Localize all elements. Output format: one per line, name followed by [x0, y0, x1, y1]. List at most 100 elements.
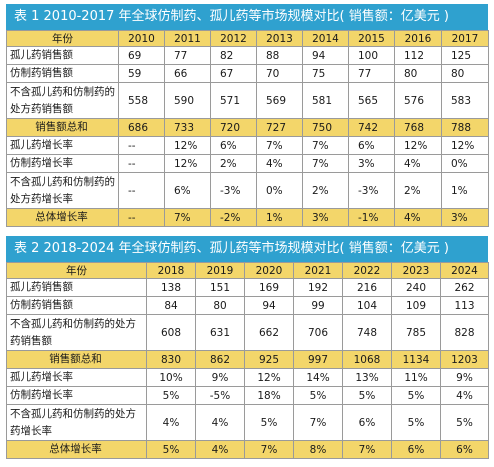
table1-row: 销售额总和 686 733 720 727 750 742 768 788 — [6, 118, 489, 137]
table2-cell: 14% — [293, 368, 343, 387]
table2-cell: 4% — [195, 440, 245, 459]
table2-row: 仿制药增长率 5% -5% 18% 5% 5% 5% 4% — [6, 386, 489, 405]
table1-cell: 727 — [256, 118, 303, 137]
table2-cell: 7% — [342, 440, 392, 459]
table1-row-label: 仿制药增长率 — [6, 154, 119, 173]
table2-cell: 4% — [146, 404, 196, 441]
table1-cell: 1% — [441, 172, 489, 209]
table1-cell: 12% — [394, 136, 442, 155]
table1-cell: 576 — [394, 82, 442, 119]
table2-cell: 5% — [342, 386, 392, 405]
table1-cell: 82 — [210, 46, 257, 65]
table1-row-label: 不含孤儿药和仿制药的处方药增长率 — [6, 172, 119, 209]
table1-cell: 742 — [348, 118, 395, 137]
table2-row: 总体增长率 5% 4% 7% 8% 7% 6% 6% — [6, 440, 489, 459]
table2-cell: 8% — [293, 440, 343, 459]
table1-row-label: 总体增长率 — [6, 208, 119, 227]
table1-cell: 70 — [256, 64, 303, 83]
table1-row: 孤儿药销售额 69 77 82 88 94 100 112 125 — [6, 46, 489, 65]
table1-cell: 569 — [256, 82, 303, 119]
table1-year-header: 2013 — [256, 30, 303, 47]
table2-cell: 9% — [195, 368, 245, 387]
table2-year-header: 2020 — [244, 262, 294, 279]
table2-row: 销售额总和 830 862 925 997 1068 1134 1203 — [6, 350, 489, 369]
table1-cell: 565 — [348, 82, 395, 119]
table2-cell: 104 — [342, 296, 392, 315]
table2-cell: 138 — [146, 278, 196, 297]
table1-cell: 7% — [302, 154, 349, 173]
table2-cell: 5% — [146, 386, 196, 405]
table1-cell: -1% — [348, 208, 395, 227]
table1-cell: 3% — [441, 208, 489, 227]
table2-year-header: 2021 — [293, 262, 343, 279]
table1-cell: 4% — [394, 154, 442, 173]
table2-cell: 109 — [391, 296, 441, 315]
table2-cell: 94 — [244, 296, 294, 315]
table1-year-header: 2014 — [302, 30, 349, 47]
table2-cell: 11% — [391, 368, 441, 387]
table1-row: 仿制药增长率 -- 12% 2% 4% 7% 3% 4% 0% — [6, 154, 489, 173]
table1-cell: 571 — [210, 82, 257, 119]
table1-cell: 3% — [348, 154, 395, 173]
table2-cell: 862 — [195, 350, 245, 369]
table2-cell: 5% — [293, 386, 343, 405]
table2-row: 仿制药销售额 84 80 94 99 104 109 113 — [6, 296, 489, 315]
table2-cell: 99 — [293, 296, 343, 315]
table2-cell: 5% — [440, 404, 489, 441]
table2-cell: 785 — [391, 314, 441, 351]
table1: 年份 2010 2011 2012 2013 2014 2015 2016 2017 孤儿药销售额… — [6, 30, 489, 227]
table2-cell: 608 — [146, 314, 196, 351]
table1-cell: 59 — [118, 64, 165, 83]
table2-row-label: 不含孤儿药和仿制药的处方药增长率 — [6, 404, 147, 441]
table1-block: 表 1 2010-2017 年全球仿制药、孤儿药等市场规模对比( 销售额：亿美元… — [6, 4, 489, 227]
table1-year-header: 2017 — [441, 30, 489, 47]
table1-cell: 686 — [118, 118, 165, 137]
table2-block: 表 2 2018-2024 年全球仿制药、孤儿药等市场规模对比( 销售额：亿美元… — [6, 236, 489, 459]
table2-cell: 151 — [195, 278, 245, 297]
table1-cell: 6% — [348, 136, 395, 155]
table1-cell: -- — [118, 136, 165, 155]
table1-cell: 6% — [164, 172, 211, 209]
table2-year-header: 2018 — [146, 262, 196, 279]
table2-cell: 1203 — [440, 350, 489, 369]
table2-cell: 1068 — [342, 350, 392, 369]
table2-row-label: 孤儿药增长率 — [6, 368, 147, 387]
table2-cell: 13% — [342, 368, 392, 387]
table1-row-label: 不含孤儿药和仿制药的处方药销售额 — [6, 82, 119, 119]
table2-cell: 5% — [391, 386, 441, 405]
table1-cell: 590 — [164, 82, 211, 119]
table1-row-label: 销售额总和 — [6, 118, 119, 137]
table1-cell: 100 — [348, 46, 395, 65]
table1-cell: 125 — [441, 46, 489, 65]
table1-row-label: 孤儿药增长率 — [6, 136, 119, 155]
table2-cell: 7% — [293, 404, 343, 441]
table2-cell: 5% — [391, 404, 441, 441]
table1-cell: 0% — [256, 172, 303, 209]
table1-cell: 75 — [302, 64, 349, 83]
table2-year-header: 2022 — [342, 262, 392, 279]
table1-cell: 4% — [256, 154, 303, 173]
table1-cell: 581 — [302, 82, 349, 119]
table2-cell: 9% — [440, 368, 489, 387]
table1-cell: 2% — [210, 154, 257, 173]
table2-cell: 830 — [146, 350, 196, 369]
table1-title: 表 1 2010-2017 年全球仿制药、孤儿药等市场规模对比( 销售额：亿美元… — [6, 4, 488, 30]
table2-row: 不含孤儿药和仿制药的处方药销售额 608 631 662 706 748 785 828 — [6, 314, 489, 351]
table1-cell: -- — [118, 172, 165, 209]
table2-cell: 262 — [440, 278, 489, 297]
table1-cell: 733 — [164, 118, 211, 137]
table2-cell: 6% — [391, 440, 441, 459]
table1-cell: 12% — [164, 154, 211, 173]
table2-row: 孤儿药销售额 138 151 169 192 216 240 262 — [6, 278, 489, 297]
table1-year-header: 2016 — [394, 30, 442, 47]
table1-cell: -2% — [210, 208, 257, 227]
table2-year-header: 2019 — [195, 262, 245, 279]
table1-cell: 66 — [164, 64, 211, 83]
table2-cell: 5% — [244, 404, 294, 441]
table1-cell: 788 — [441, 118, 489, 137]
table2-header-label: 年份 — [6, 262, 147, 279]
table1-cell: -- — [118, 208, 165, 227]
table2-cell: 706 — [293, 314, 343, 351]
table1-cell: -- — [118, 154, 165, 173]
table2-year-header: 2023 — [391, 262, 441, 279]
